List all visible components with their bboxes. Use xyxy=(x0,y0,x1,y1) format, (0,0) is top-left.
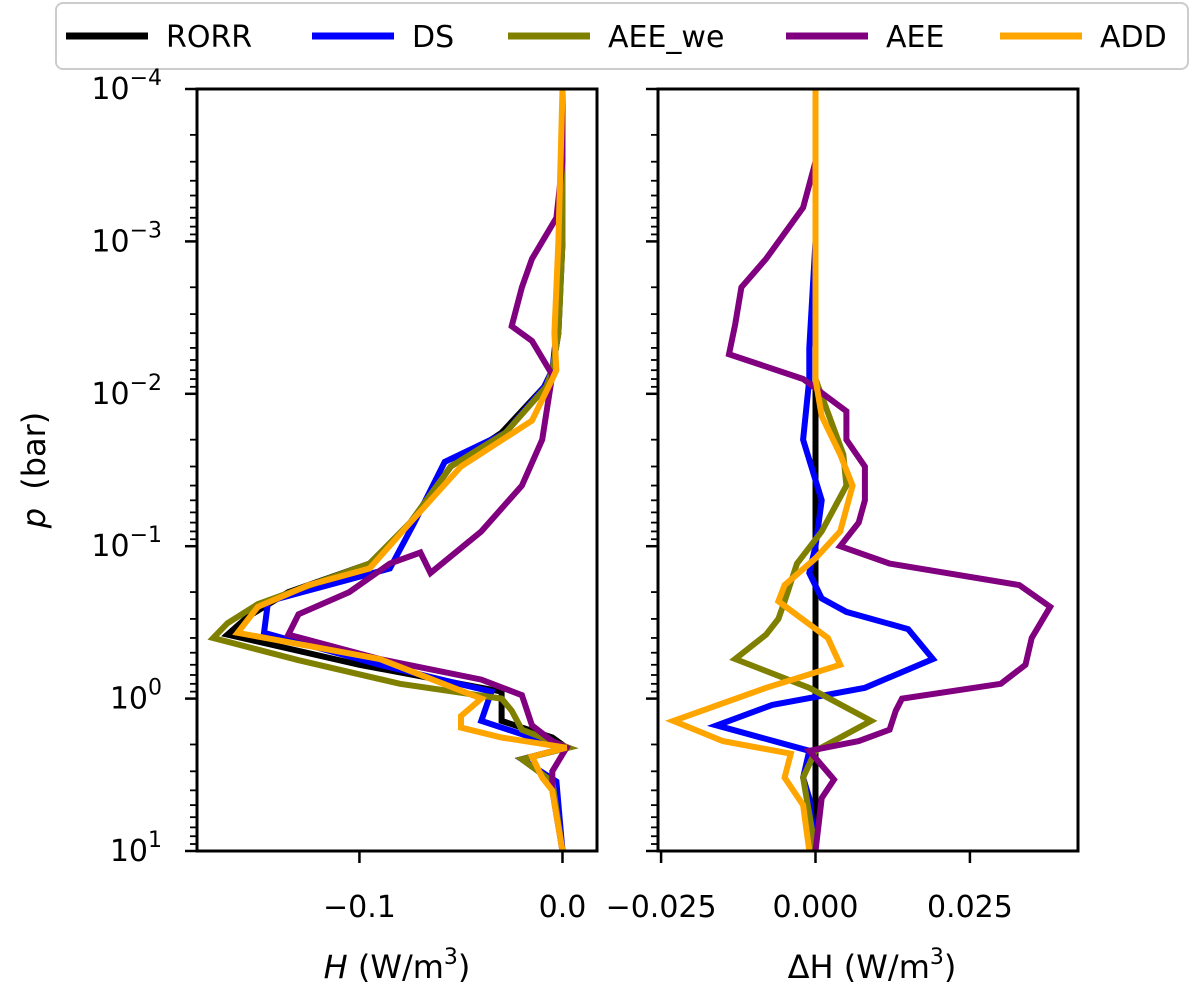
right-axes-frame xyxy=(656,87,1080,853)
left-x-label-unit: (W/m xyxy=(348,948,444,986)
y-axis-label-unit: (bar) xyxy=(15,412,53,490)
left-panel: −0.1 0.0 xyxy=(185,87,599,925)
legend-label: AEE_we xyxy=(608,20,724,55)
ytick-label: 10−3 xyxy=(91,218,162,259)
legend-label: DS xyxy=(412,20,454,55)
ytick-label: 10−4 xyxy=(91,66,162,107)
legend-label: RORR xyxy=(166,20,252,55)
right-xtick-label: −0.025 xyxy=(606,890,717,925)
left-xtick-label: −0.1 xyxy=(323,890,396,925)
left-axes-frame xyxy=(195,87,599,853)
right-x-label-unit: (W/m xyxy=(834,948,930,986)
legend-item-add: ADD xyxy=(1000,20,1167,55)
right-x-label-exp: 3 xyxy=(930,945,944,970)
legend-item-ds: DS xyxy=(312,20,454,55)
legend-label: ADD xyxy=(1100,20,1167,55)
right-x-label-close: ) xyxy=(944,948,956,986)
right-xtick-label: 0.025 xyxy=(927,890,1013,925)
left-x-axis-label: H (W/m3) xyxy=(324,945,471,986)
legend-item-aee-we: AEE_we xyxy=(508,20,724,55)
legend: RORR DS AEE_we AEE ADD xyxy=(55,2,1189,70)
y-axis-label-var: p xyxy=(15,508,53,529)
legend-item-rorr: RORR xyxy=(66,20,252,55)
right-xtick-label: 0.000 xyxy=(773,890,859,925)
legend-frame xyxy=(55,2,1189,70)
left-series-aee xyxy=(284,89,571,852)
ytick-label: 101 xyxy=(110,828,162,869)
left-series-add xyxy=(232,88,568,852)
right-series-aee xyxy=(725,89,1055,852)
right-series-aee-we xyxy=(729,89,878,852)
left-series-ds xyxy=(260,89,578,852)
right-x-label-var: ΔH xyxy=(788,948,834,986)
right-series-add xyxy=(665,89,856,852)
right-x-axis-label: ΔH (W/m3) xyxy=(788,945,957,986)
left-xtick-label: 0.0 xyxy=(539,890,587,925)
legend-item-aee: AEE xyxy=(786,20,944,55)
legend-label: AEE xyxy=(886,20,944,55)
y-axis-label: p (bar) xyxy=(15,412,53,530)
ytick-label: 100 xyxy=(110,676,162,717)
right-panel: −0.025 0.000 0.025 xyxy=(606,87,1080,925)
left-x-label-var: H xyxy=(324,948,348,986)
ytick-label: 10−1 xyxy=(91,523,162,564)
right-series-ds xyxy=(706,89,938,852)
left-x-label-close: ) xyxy=(458,948,470,986)
ytick-label: 10−2 xyxy=(91,371,162,412)
left-x-label-exp: 3 xyxy=(444,945,458,970)
